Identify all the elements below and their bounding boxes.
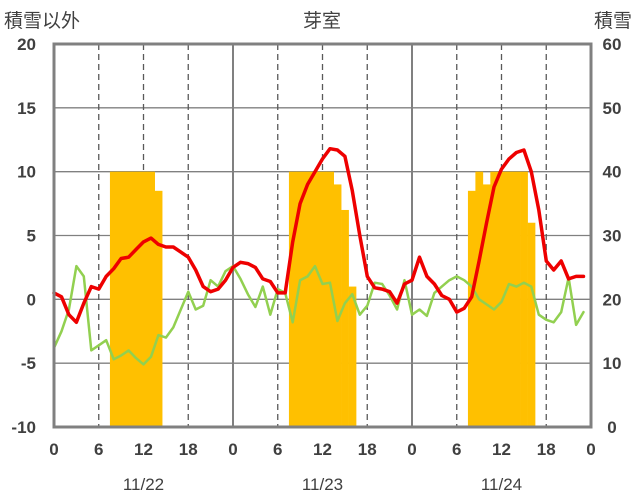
plot-border [52, 42, 593, 429]
snow-depth-bar [139, 171, 148, 427]
right-tick-label: 20 [603, 290, 622, 309]
snow-depth-bar [132, 171, 141, 427]
x-tick-label: 6 [452, 440, 461, 459]
snow-depth-bar [512, 171, 521, 427]
right-tick-label: 50 [603, 99, 622, 118]
right-tick-label: 60 [603, 35, 622, 54]
day-labels: 11/22 11/23 11/24 [123, 475, 522, 494]
right-tick-labels: 60 50 40 30 20 10 0 [603, 35, 622, 437]
x-tick-label: 18 [179, 440, 198, 459]
x-tick-label: 12 [313, 440, 332, 459]
left-tick-label: 10 [17, 163, 36, 182]
left-tick-label: -5 [21, 354, 36, 373]
x-tick-label: 0 [407, 440, 416, 459]
day-label: 11/24 [481, 475, 522, 494]
snow-depth-bar [520, 171, 528, 427]
wind-line [52, 264, 585, 366]
snow-depth-bar [296, 171, 305, 427]
left-tick-label: -10 [11, 418, 36, 437]
right-tick-label: 40 [603, 163, 622, 182]
day-label: 11/23 [302, 475, 343, 494]
day-label: 11/22 [123, 475, 164, 494]
snow-depth-bar [147, 171, 155, 427]
snow-depth-bar [505, 171, 513, 427]
x-tick-label: 6 [273, 440, 282, 459]
right-tick-label: 30 [603, 227, 622, 246]
x-tick-label: 0 [586, 440, 595, 459]
snow-depth-bars [109, 171, 536, 427]
snow-depth-bar [333, 184, 342, 427]
temperature-line [52, 146, 586, 325]
x-tick-label: 0 [49, 440, 58, 459]
x-tick-label: 6 [94, 440, 103, 459]
right-tick-label: 10 [603, 354, 622, 373]
plot-frame [52, 42, 593, 429]
snow-depth-bar [109, 171, 118, 427]
left-tick-label: 20 [17, 35, 36, 54]
snow-depth-bar [303, 171, 312, 427]
snow-depth-bar [117, 171, 126, 427]
x-tick-label: 18 [358, 440, 377, 459]
snow-depth-bar [311, 171, 320, 427]
snow-depth-bar [326, 171, 334, 427]
snow-depth-bar [341, 209, 349, 427]
snow-depth-bar [490, 171, 499, 427]
left-tick-label: 0 [27, 290, 36, 309]
snow-depth-bar [288, 171, 297, 427]
left-tick-label: 5 [27, 227, 36, 246]
x-tick-label: 12 [134, 440, 153, 459]
left-tick-label: 15 [17, 99, 36, 118]
chart-title: 芽室 [303, 10, 341, 32]
x-tick-label: 18 [537, 440, 556, 459]
right-axis-title: 積雪 [594, 10, 632, 32]
x-tick-labels: 0 6 12 18 0 6 12 18 0 6 12 18 0 [49, 440, 595, 459]
snow-depth-bar [348, 286, 357, 427]
right-tick-label: 0 [607, 418, 616, 437]
snow-depth-bar [124, 171, 133, 427]
snow-depth-bar [318, 171, 327, 427]
snow-depth-bar [467, 190, 476, 427]
snow-depth-bar [527, 222, 536, 427]
x-tick-label: 0 [228, 440, 237, 459]
left-axis-title: 積雪以外 [4, 10, 80, 32]
left-tick-labels: 20 15 10 5 0 -5 -10 [11, 35, 36, 437]
x-tick-label: 12 [492, 440, 511, 459]
snow-depth-bar [154, 190, 163, 427]
